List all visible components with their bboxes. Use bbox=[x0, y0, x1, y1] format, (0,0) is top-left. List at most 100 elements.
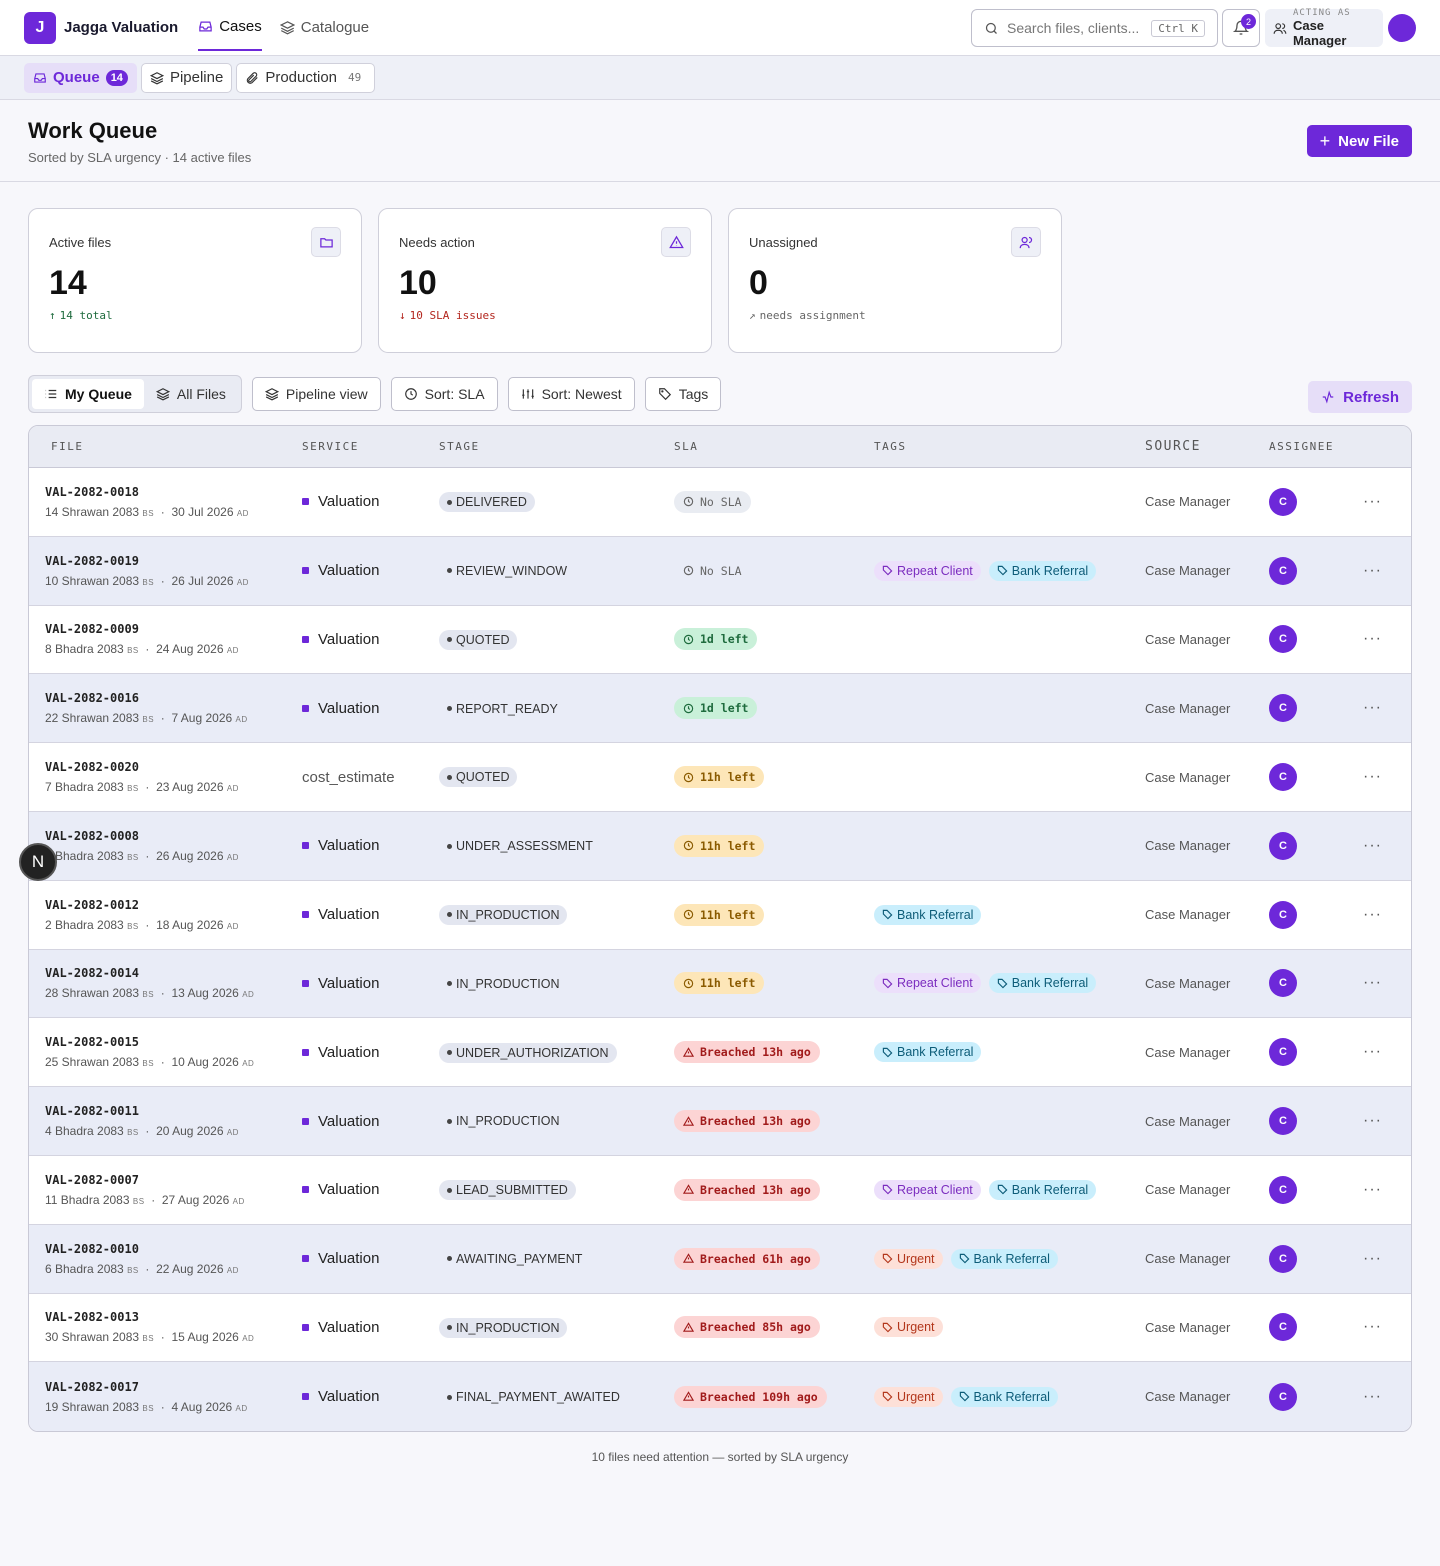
tag-badge[interactable]: Bank Referral bbox=[988, 560, 1097, 581]
tags-filter-button[interactable]: Tags bbox=[644, 376, 722, 411]
file-id[interactable]: VAL-2082-0011 bbox=[45, 1104, 139, 1119]
floating-dev-button[interactable]: N bbox=[19, 843, 57, 881]
assignee-avatar[interactable]: C bbox=[1269, 1313, 1297, 1342]
file-id[interactable]: VAL-2082-0018 bbox=[45, 484, 139, 499]
tab-pipeline[interactable]: Pipeline bbox=[140, 62, 233, 93]
tag-badge[interactable]: Bank Referral bbox=[874, 1042, 982, 1063]
tag-badge[interactable]: Repeat Client bbox=[874, 560, 981, 581]
tag-badge[interactable]: Bank Referral bbox=[988, 1179, 1097, 1200]
table-row[interactable]: VAL-2082-0011 4 Bhadra 2083 BS · 20 Aug 2… bbox=[29, 1087, 1411, 1156]
table-row[interactable]: VAL-2082-0020 7 Bhadra 2083 BS · 23 Aug 2… bbox=[29, 743, 1411, 812]
table-row[interactable]: VAL-2082-0012 2 Bhadra 2083 BS · 18 Aug 2… bbox=[29, 881, 1411, 950]
assignee-avatar[interactable]: C bbox=[1269, 487, 1297, 516]
tag-badge[interactable]: Urgent bbox=[874, 1386, 943, 1407]
assignee-avatar[interactable]: C bbox=[1269, 1175, 1297, 1204]
my-queue-toggle[interactable]: My Queue bbox=[32, 378, 144, 409]
assignee-avatar[interactable]: C bbox=[1269, 763, 1297, 792]
user-avatar[interactable] bbox=[1388, 14, 1416, 42]
brand-name[interactable]: Jagga Valuation bbox=[64, 19, 179, 36]
brand-logo[interactable]: J bbox=[24, 11, 56, 44]
stat-card-needs-action: Needs action 10 ↓ 10 SLA issues bbox=[378, 208, 712, 353]
more-actions-icon[interactable]: ··· bbox=[1363, 561, 1382, 579]
tab-queue[interactable]: Queue 14 bbox=[24, 62, 137, 93]
pipeline-view-button[interactable]: Pipeline view bbox=[251, 376, 381, 411]
assignee-avatar[interactable]: C bbox=[1269, 1038, 1297, 1067]
assignee-avatar[interactable]: C bbox=[1269, 556, 1297, 585]
table-row[interactable]: VAL-2082-0017 19 Shrawan 2083 BS · 4 Aug … bbox=[29, 1362, 1411, 1432]
tab-production[interactable]: Production 49 bbox=[236, 62, 376, 93]
assignee-avatar[interactable]: C bbox=[1269, 1107, 1297, 1136]
nav-cases[interactable]: Cases bbox=[198, 5, 262, 51]
tag-badge[interactable]: Bank Referral bbox=[874, 904, 982, 925]
more-actions-icon[interactable]: ··· bbox=[1363, 1112, 1382, 1130]
sla-badge: 1d left bbox=[674, 628, 758, 651]
sort-sla-button[interactable]: Sort: SLA bbox=[390, 376, 498, 411]
more-actions-icon[interactable]: ··· bbox=[1363, 768, 1382, 786]
tag-badge[interactable]: Bank Referral bbox=[988, 973, 1097, 994]
more-actions-icon[interactable]: ··· bbox=[1363, 1180, 1382, 1198]
file-id[interactable]: VAL-2082-0013 bbox=[45, 1310, 139, 1325]
assignee-avatar[interactable]: C bbox=[1269, 900, 1297, 929]
table-row[interactable]: VAL-2082-0015 25 Shrawan 2083 BS · 10 Aug… bbox=[29, 1018, 1411, 1088]
tag-badge[interactable]: Bank Referral bbox=[950, 1248, 1058, 1269]
file-id[interactable]: VAL-2082-0009 bbox=[45, 622, 139, 637]
table-row[interactable]: VAL-2082-0007 11 Bhadra 2083 BS · 27 Aug … bbox=[29, 1156, 1411, 1225]
table-row[interactable]: VAL-2082-0018 14 Shrawan 2083 BS · 30 Jul… bbox=[29, 468, 1411, 537]
tag-icon bbox=[882, 1253, 893, 1264]
refresh-button[interactable]: Refresh bbox=[1308, 381, 1412, 413]
col-service[interactable]: SERVICE bbox=[302, 440, 359, 453]
more-actions-icon[interactable]: ··· bbox=[1363, 492, 1382, 510]
file-id[interactable]: VAL-2082-0014 bbox=[45, 966, 139, 981]
more-actions-icon[interactable]: ··· bbox=[1363, 1387, 1382, 1405]
tag-badge[interactable]: Repeat Client bbox=[874, 973, 981, 994]
table-row[interactable]: VAL-2082-0008 9 Bhadra 2083 BS · 26 Aug 2… bbox=[29, 811, 1411, 881]
tag-badge[interactable]: Repeat Client bbox=[874, 1179, 981, 1200]
table-row[interactable]: VAL-2082-0013 30 Shrawan 2083 BS · 15 Aug… bbox=[29, 1294, 1411, 1363]
more-actions-icon[interactable]: ··· bbox=[1363, 699, 1382, 717]
col-source[interactable]: SOURCE bbox=[1145, 439, 1201, 454]
more-actions-icon[interactable]: ··· bbox=[1363, 630, 1382, 648]
tag-badge[interactable]: Urgent bbox=[874, 1317, 943, 1338]
file-id[interactable]: VAL-2082-0007 bbox=[45, 1172, 139, 1187]
nav-catalogue[interactable]: Catalogue bbox=[279, 0, 369, 56]
all-files-toggle[interactable]: All Files bbox=[144, 379, 238, 409]
file-id[interactable]: VAL-2082-0020 bbox=[45, 760, 139, 775]
col-stage[interactable]: STAGE bbox=[439, 440, 480, 453]
table-row[interactable]: VAL-2082-0016 22 Shrawan 2083 BS · 7 Aug … bbox=[29, 674, 1411, 744]
assignee-avatar[interactable]: C bbox=[1269, 1382, 1297, 1411]
file-id[interactable]: VAL-2082-0010 bbox=[45, 1241, 139, 1256]
more-actions-icon[interactable]: ··· bbox=[1363, 836, 1382, 854]
assignee-avatar[interactable]: C bbox=[1269, 831, 1297, 860]
sort-newest-button[interactable]: Sort: Newest bbox=[507, 376, 635, 411]
more-actions-icon[interactable]: ··· bbox=[1363, 1249, 1382, 1267]
assignee-avatar[interactable]: C bbox=[1269, 969, 1297, 998]
file-id[interactable]: VAL-2082-0017 bbox=[45, 1379, 139, 1394]
assignee-avatar[interactable]: C bbox=[1269, 625, 1297, 654]
notifications-button[interactable]: 2 bbox=[1222, 9, 1260, 47]
tag-badge[interactable]: Bank Referral bbox=[950, 1386, 1058, 1407]
col-sla[interactable]: SLA bbox=[674, 440, 699, 453]
file-id[interactable]: VAL-2082-0016 bbox=[45, 691, 139, 706]
more-actions-icon[interactable]: ··· bbox=[1363, 1318, 1382, 1336]
col-file[interactable]: FILE bbox=[51, 440, 84, 453]
acting-as-switcher[interactable]: ACTING AS Case Manager bbox=[1265, 8, 1383, 48]
file-id[interactable]: VAL-2082-0012 bbox=[45, 897, 139, 912]
file-id[interactable]: VAL-2082-0015 bbox=[45, 1035, 139, 1050]
assignee-avatar[interactable]: C bbox=[1269, 694, 1297, 723]
col-tags[interactable]: TAGS bbox=[874, 440, 907, 453]
assignee-avatar[interactable]: C bbox=[1269, 1244, 1297, 1273]
more-actions-icon[interactable]: ··· bbox=[1363, 1043, 1382, 1061]
more-actions-icon[interactable]: ··· bbox=[1363, 974, 1382, 992]
table-row[interactable]: VAL-2082-0009 8 Bhadra 2083 BS · 24 Aug 2… bbox=[29, 606, 1411, 675]
search-input[interactable]: Search files, clients... Ctrl K bbox=[971, 9, 1218, 47]
table-body: VAL-2082-0018 14 Shrawan 2083 BS · 30 Jul… bbox=[29, 468, 1411, 1432]
table-row[interactable]: VAL-2082-0014 28 Shrawan 2083 BS · 13 Aug… bbox=[29, 949, 1411, 1019]
tag-badge[interactable]: Urgent bbox=[874, 1248, 943, 1269]
new-file-button[interactable]: + New File bbox=[1306, 125, 1412, 157]
table-row[interactable]: VAL-2082-0019 10 Shrawan 2083 BS · 26 Jul… bbox=[29, 536, 1411, 606]
file-id[interactable]: VAL-2082-0008 bbox=[45, 828, 139, 843]
file-id[interactable]: VAL-2082-0019 bbox=[45, 553, 139, 568]
more-actions-icon[interactable]: ··· bbox=[1363, 905, 1382, 923]
table-row[interactable]: VAL-2082-0010 6 Bhadra 2083 BS · 22 Aug 2… bbox=[29, 1224, 1411, 1294]
col-assignee[interactable]: ASSIGNEE bbox=[1269, 440, 1334, 453]
